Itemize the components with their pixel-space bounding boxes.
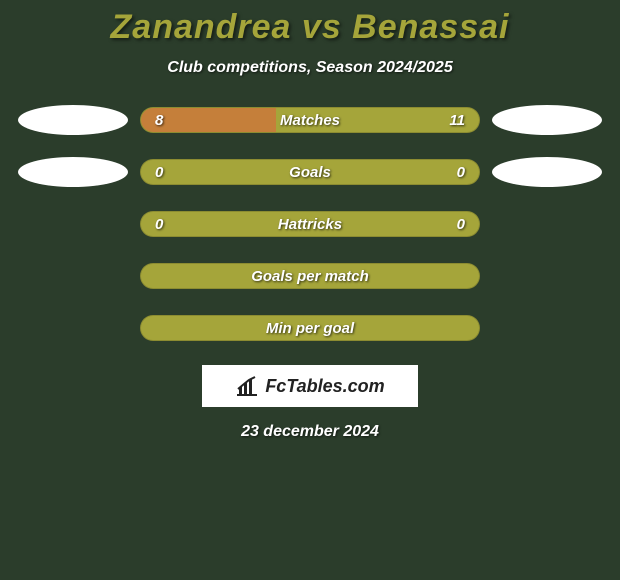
stat-row: Min per goal: [0, 313, 620, 343]
stat-value-right: 11: [449, 112, 465, 129]
stat-bar: Goals per match: [140, 263, 480, 289]
stat-bar: 0Hattricks0: [140, 211, 480, 237]
subtitle: Club competitions, Season 2024/2025: [0, 59, 620, 77]
stat-label: Goals per match: [141, 268, 479, 285]
infographic-container: Zanandrea vs Benassai Club competitions,…: [0, 0, 620, 441]
stat-row: 0Hattricks0: [0, 209, 620, 239]
stat-label: Min per goal: [141, 320, 479, 337]
page-title: Zanandrea vs Benassai: [0, 8, 620, 47]
ellipse-spacer: [492, 209, 602, 239]
stat-label: Hattricks: [141, 216, 479, 233]
ellipse-spacer: [492, 313, 602, 343]
ellipse-spacer: [492, 261, 602, 291]
stat-value-right: 0: [457, 164, 465, 181]
stat-bar: 8Matches11: [140, 107, 480, 133]
logo-badge: FcTables.com: [202, 365, 418, 407]
player-right-ellipse: [492, 105, 602, 135]
stat-bar-wrap: 0Goals0: [140, 159, 480, 185]
player-left-ellipse: [18, 105, 128, 135]
player-right-ellipse: [492, 157, 602, 187]
stat-bar-wrap: Goals per match: [140, 263, 480, 289]
player-left-ellipse: [18, 157, 128, 187]
stat-bar-wrap: Min per goal: [140, 315, 480, 341]
stat-bar: Min per goal: [140, 315, 480, 341]
logo-text: FcTables.com: [265, 376, 384, 397]
ellipse-spacer: [18, 209, 128, 239]
bar-chart-icon: [235, 375, 259, 397]
stat-row: 8Matches11: [0, 105, 620, 135]
date-label: 23 december 2024: [0, 423, 620, 441]
stat-label: Matches: [141, 112, 479, 129]
ellipse-spacer: [18, 313, 128, 343]
stat-row: Goals per match: [0, 261, 620, 291]
stat-value-right: 0: [457, 216, 465, 233]
stat-label: Goals: [141, 164, 479, 181]
stat-rows: 8Matches110Goals00Hattricks0Goals per ma…: [0, 105, 620, 343]
stat-bar-wrap: 0Hattricks0: [140, 211, 480, 237]
stat-bar-wrap: 8Matches11: [140, 107, 480, 133]
stat-row: 0Goals0: [0, 157, 620, 187]
ellipse-spacer: [18, 261, 128, 291]
stat-bar: 0Goals0: [140, 159, 480, 185]
